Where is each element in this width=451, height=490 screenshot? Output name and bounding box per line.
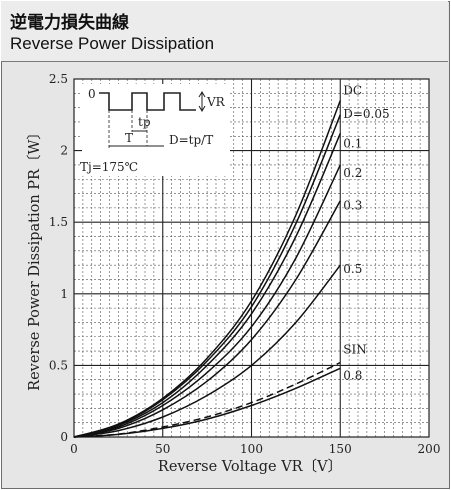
x-tick-label: 200 — [418, 442, 441, 456]
y-tick-label: 0 — [60, 430, 68, 444]
curve-label-0-8: 0.8 — [343, 368, 362, 382]
x-tick-label: 150 — [329, 442, 352, 456]
inset-pulse-waveform — [99, 92, 196, 111]
inset-temperature: Tj=175℃ — [80, 160, 138, 174]
x-tick-label: 50 — [155, 442, 170, 456]
inset-t-label: T — [125, 131, 133, 145]
x-axis-label: Reverse Voltage VR〔V〕 — [158, 458, 342, 475]
curve-0-1 — [73, 133, 341, 438]
curve-label-0-5: 0.5 — [343, 262, 362, 276]
y-tick-label: 0.5 — [49, 358, 68, 372]
curve-label-0-3: 0.3 — [343, 199, 362, 213]
pulse-inset: 0 VR tp T D=tp/T Tj=175℃ — [80, 84, 230, 176]
inset-vr-arrowheads — [198, 91, 206, 112]
chart-title-english: Reverse Power Dissipation — [10, 34, 215, 53]
tick-labels: 0 50 100 150 200 0 0.5 1 1.5 2 2.5 — [49, 72, 441, 456]
chart-title-japanese: 逆電力損失曲線 — [10, 13, 129, 32]
curve-labels: DC D=0.05 0.1 0.2 0.3 0.5 SIN 0.8 — [343, 83, 389, 382]
curve-label-sin: SIN — [343, 343, 366, 357]
plot-border — [73, 78, 430, 438]
curve-label-dc: DC — [343, 83, 362, 97]
inset-tp-label: tp — [138, 115, 151, 129]
y-tick-label: 2 — [60, 144, 68, 158]
y-tick-label: 1 — [60, 287, 68, 301]
x-tick-label: 0 — [70, 442, 78, 456]
chart-header: 逆電力損失曲線 Reverse Power Dissipation — [1, 1, 448, 62]
curve-0-3 — [73, 200, 341, 438]
x-tick-label: 100 — [240, 442, 263, 456]
inset-background — [82, 84, 230, 176]
curve-label-d-0-05: D=0.05 — [343, 107, 389, 121]
curve-0-2 — [73, 164, 341, 438]
inset-zero-level: 0 — [88, 87, 96, 101]
curve-label-0-2: 0.2 — [343, 166, 362, 180]
curve-label-0-1: 0.1 — [343, 136, 362, 150]
y-axis-label: Reverse Power Dissipation PR〔W〕 — [26, 125, 43, 391]
y-tick-label: 2.5 — [49, 72, 68, 86]
curve-0-5 — [73, 264, 341, 438]
curves — [73, 100, 341, 438]
inset-duty-formula: D=tp/T — [169, 133, 213, 147]
curve-0-8 — [73, 367, 341, 438]
inset-vr-label: VR — [206, 95, 226, 109]
y-tick-label: 1.5 — [49, 215, 68, 229]
